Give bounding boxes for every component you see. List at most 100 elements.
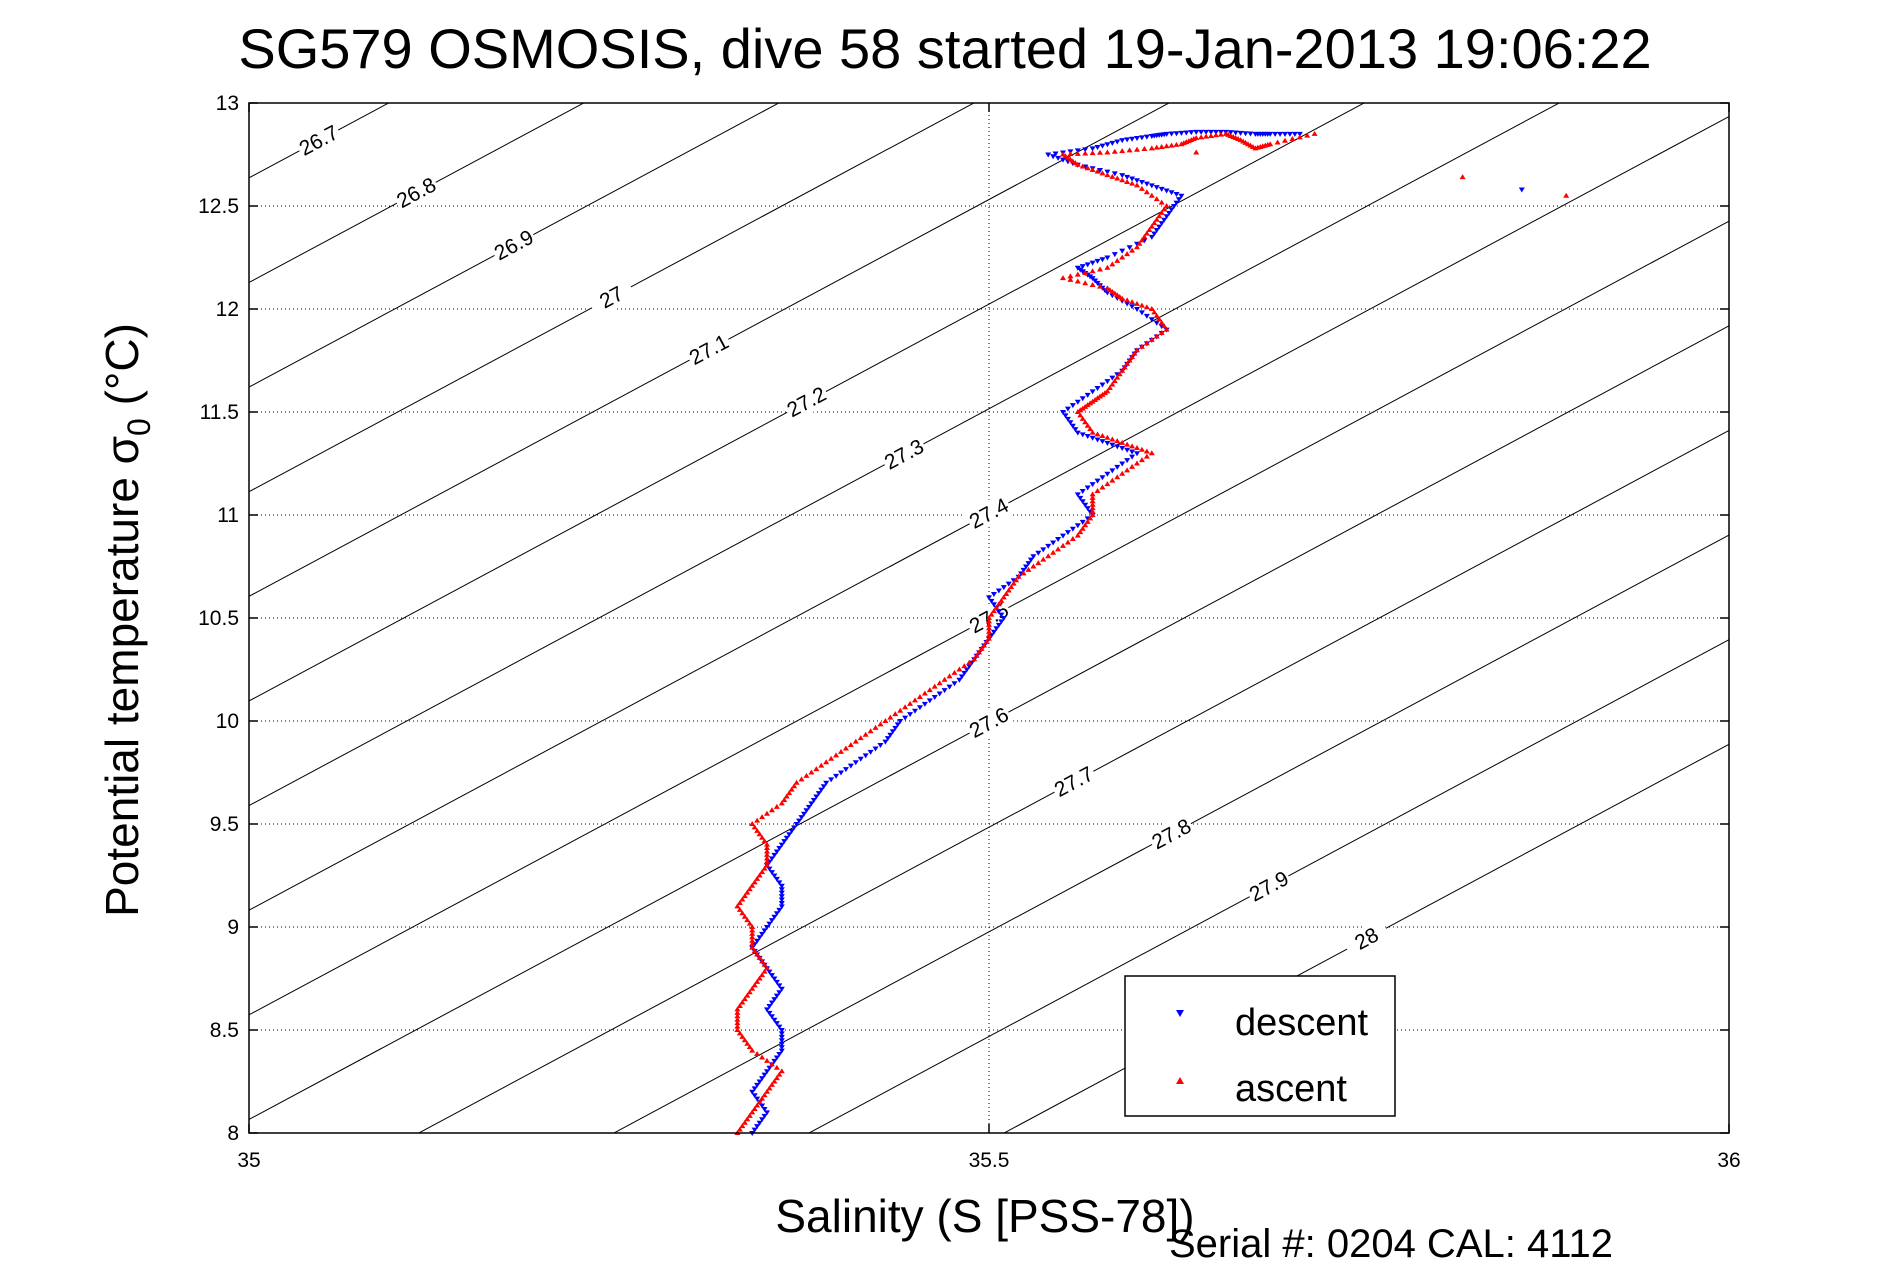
data-point bbox=[1064, 530, 1071, 536]
data-point bbox=[1015, 573, 1022, 579]
data-point bbox=[986, 615, 992, 620]
data-point bbox=[761, 1113, 768, 1119]
data-point bbox=[761, 1072, 768, 1078]
data-point bbox=[736, 1002, 743, 1008]
data-point bbox=[1168, 142, 1175, 148]
isopycnal-label-bg bbox=[1146, 813, 1197, 855]
data-point bbox=[754, 1096, 761, 1102]
legend-ascent-marker bbox=[1176, 1077, 1184, 1084]
data-point bbox=[764, 1110, 770, 1116]
data-point bbox=[1156, 213, 1163, 219]
data-point bbox=[1119, 138, 1126, 144]
data-point bbox=[1126, 147, 1133, 153]
data-point bbox=[751, 824, 758, 830]
isopycnal-line bbox=[249, 325, 1729, 1121]
isopycnal-label-bg bbox=[586, 276, 637, 319]
data-point bbox=[1109, 381, 1116, 387]
data-point bbox=[764, 1057, 770, 1063]
data-point bbox=[1025, 561, 1032, 567]
data-point bbox=[773, 1075, 780, 1081]
data-point bbox=[778, 900, 785, 906]
data-point bbox=[1097, 266, 1103, 272]
data-point bbox=[1099, 257, 1106, 263]
data-point bbox=[1030, 563, 1037, 569]
data-point bbox=[1143, 340, 1150, 346]
data-point bbox=[1124, 447, 1131, 453]
data-point bbox=[1156, 316, 1163, 322]
axis-ticks: 35 35.5 36 8 8.5 9 9.5 10 10.5 11 11.5 12 12.5 13 bbox=[198, 92, 1741, 1172]
serial-footer: Serial #: 0204 CAL: 4112 bbox=[1169, 1222, 1613, 1262]
data-point bbox=[1129, 354, 1136, 360]
data-point bbox=[1074, 492, 1081, 498]
data-point bbox=[766, 1003, 773, 1009]
data-point bbox=[815, 791, 822, 797]
chart-title: SG579 OSMOSIS, dive 58 started 19-Jan-20… bbox=[238, 17, 1651, 80]
data-point bbox=[1045, 152, 1052, 158]
data-point bbox=[1138, 446, 1145, 452]
data-point bbox=[1193, 149, 1200, 155]
data-point bbox=[746, 989, 753, 995]
data-point bbox=[778, 887, 785, 893]
data-point bbox=[764, 1069, 770, 1075]
data-point bbox=[749, 985, 756, 991]
data-point bbox=[751, 1093, 758, 1099]
data-point bbox=[1104, 172, 1111, 178]
data-point bbox=[1153, 320, 1160, 326]
data-point bbox=[749, 941, 756, 947]
data-point bbox=[768, 1081, 775, 1087]
data-point bbox=[998, 597, 1005, 603]
data-point bbox=[1158, 330, 1165, 336]
data-point bbox=[1129, 449, 1136, 455]
data-point bbox=[776, 907, 783, 913]
data-point bbox=[1109, 173, 1116, 179]
data-point bbox=[1311, 130, 1318, 136]
data-point bbox=[766, 969, 773, 975]
data-point bbox=[791, 825, 798, 831]
data-point bbox=[1114, 139, 1121, 145]
data-point bbox=[751, 879, 758, 885]
data-point bbox=[1124, 441, 1131, 447]
data-point bbox=[862, 731, 869, 737]
data-point bbox=[986, 628, 992, 634]
data-point bbox=[1168, 131, 1175, 137]
isopycnal-label-bg bbox=[488, 224, 539, 267]
data-point bbox=[1067, 151, 1074, 157]
data-point bbox=[1171, 204, 1177, 209]
data-point bbox=[776, 990, 783, 996]
data-point bbox=[744, 917, 751, 923]
data-point bbox=[1138, 185, 1145, 191]
data-point bbox=[1099, 382, 1106, 388]
data-point bbox=[892, 711, 899, 717]
series-descent-0 bbox=[749, 129, 1303, 1136]
data-point bbox=[1153, 216, 1160, 222]
data-point bbox=[776, 983, 783, 989]
y-tick-label: 12.5 bbox=[198, 195, 239, 218]
data-point bbox=[1518, 187, 1525, 193]
data-point bbox=[754, 1082, 761, 1088]
data-point bbox=[1148, 192, 1155, 198]
data-point bbox=[759, 1076, 766, 1082]
data-point bbox=[1563, 192, 1570, 198]
data-point bbox=[1124, 467, 1131, 473]
data-point bbox=[778, 1034, 785, 1040]
data-point bbox=[828, 755, 835, 761]
data-point bbox=[1094, 478, 1101, 484]
data-point bbox=[773, 993, 780, 999]
data-point bbox=[1134, 146, 1140, 152]
data-point bbox=[734, 1020, 741, 1026]
data-point bbox=[1178, 193, 1185, 199]
data-point bbox=[1134, 460, 1140, 466]
data-point bbox=[1138, 135, 1145, 141]
data-point bbox=[1129, 299, 1136, 305]
data-point bbox=[1074, 523, 1081, 529]
data-point bbox=[902, 715, 909, 721]
data-point bbox=[951, 681, 958, 687]
data-point bbox=[1035, 560, 1042, 566]
data-point bbox=[1114, 175, 1121, 181]
data-point bbox=[1166, 210, 1173, 216]
data-point bbox=[768, 1014, 775, 1020]
data-point bbox=[1089, 150, 1096, 156]
y-tick-label: 10.5 bbox=[198, 607, 239, 630]
data-point bbox=[754, 827, 761, 833]
data-point bbox=[1119, 248, 1126, 254]
